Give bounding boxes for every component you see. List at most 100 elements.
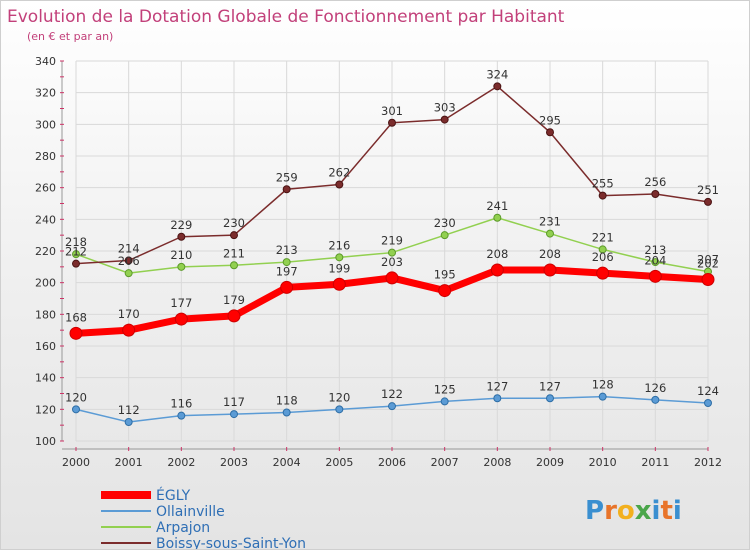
data-point <box>69 326 83 340</box>
series <box>69 82 715 426</box>
chart-title: Evolution de la Dotation Globale de Fonc… <box>7 7 565 27</box>
data-point <box>124 256 133 265</box>
data-point <box>177 411 186 420</box>
x-tick-label: 2003 <box>220 456 248 469</box>
data-label: 216 <box>328 238 350 252</box>
data-point <box>335 405 344 414</box>
data-label: 213 <box>644 243 666 257</box>
data-label: 118 <box>276 394 298 408</box>
data-label: 255 <box>592 177 614 191</box>
data-point <box>651 395 660 404</box>
brand-letter: o <box>617 496 635 526</box>
x-tick-label: 2001 <box>115 456 143 469</box>
data-point <box>651 190 660 198</box>
data-label: 212 <box>65 245 87 259</box>
data-label: 301 <box>381 104 403 118</box>
y-tick-label: 320 <box>35 87 56 100</box>
data-label: 127 <box>539 379 561 393</box>
data-point <box>332 277 346 291</box>
brand-letter: i <box>652 496 661 526</box>
data-point <box>704 399 712 407</box>
data-point <box>388 118 396 127</box>
data-label: 230 <box>223 216 245 230</box>
axes: 100 120 140 160 180 200 220 240 260 280 300 320 340 2… <box>35 55 722 469</box>
data-point <box>335 253 344 262</box>
data-label: 203 <box>381 255 403 269</box>
data-label: 295 <box>539 113 561 127</box>
data-point <box>651 258 660 267</box>
y-tick-label: 100 <box>35 435 56 448</box>
data-point <box>598 245 607 254</box>
data-label: 125 <box>434 382 456 396</box>
data-point <box>648 269 662 283</box>
data-point <box>440 231 449 240</box>
data-label: 259 <box>276 170 298 184</box>
y-tick-label: 160 <box>35 340 56 353</box>
y-tick-label: 260 <box>35 182 56 195</box>
x-tick-label: 2008 <box>483 456 511 469</box>
data-point <box>596 266 610 280</box>
data-point <box>440 397 449 406</box>
data-point <box>440 115 449 124</box>
data-label: 199 <box>328 261 350 275</box>
data-point <box>177 232 186 241</box>
data-label: 229 <box>170 218 192 232</box>
y-tick-label: 240 <box>35 213 56 226</box>
data-point <box>280 280 294 294</box>
data-label: 116 <box>170 397 192 411</box>
data-point <box>124 418 133 426</box>
data-point <box>598 392 607 401</box>
legend-item: Ollainville <box>101 504 225 520</box>
data-label: 241 <box>486 199 508 213</box>
data-label: 211 <box>223 246 245 260</box>
y-tick-label: 300 <box>35 118 56 131</box>
data-label: 206 <box>118 254 140 268</box>
data-label: 179 <box>223 293 245 307</box>
series--gly <box>69 263 715 340</box>
data-label: 214 <box>118 242 140 256</box>
data-point <box>493 82 502 91</box>
data-point <box>546 394 554 403</box>
legend-item: ÉGLY <box>101 487 191 504</box>
data-point <box>177 262 186 271</box>
data-label: 256 <box>644 175 666 189</box>
data-label: 120 <box>328 390 350 404</box>
data-point <box>124 269 133 278</box>
legend-label: Arpajon <box>156 520 210 536</box>
data-point <box>701 273 715 286</box>
data-point <box>122 323 136 337</box>
brand-letter: P <box>585 496 604 526</box>
data-label: 128 <box>592 378 614 392</box>
data-label: 208 <box>486 247 508 261</box>
data-label: 197 <box>276 264 298 278</box>
legend-swatch <box>101 491 151 499</box>
data-label: 210 <box>170 248 192 262</box>
data-label: 213 <box>276 243 298 257</box>
data-point <box>704 197 712 206</box>
y-tick-label: 200 <box>35 277 56 290</box>
data-label: 206 <box>592 250 614 264</box>
data-label: 324 <box>486 67 508 81</box>
data-point <box>282 185 291 194</box>
legend-label: Boissy-sous-Saint-Yon <box>156 536 306 549</box>
data-point <box>282 408 291 417</box>
data-label: 168 <box>65 310 87 324</box>
brand-letter: i <box>673 496 682 526</box>
data-label: 208 <box>539 247 561 261</box>
y-tick-label: 120 <box>35 403 56 416</box>
data-point <box>230 410 238 419</box>
data-point <box>174 312 188 326</box>
data-label: 122 <box>381 387 403 401</box>
data-point <box>598 191 607 200</box>
x-tick-label: 2009 <box>536 456 564 469</box>
data-label: 120 <box>65 390 87 404</box>
data-point <box>438 284 452 298</box>
data-label: 207 <box>697 253 719 267</box>
data-labels: 120 112 116 117 118 120 122 125 127 127 128 126 124 2… <box>65 67 719 417</box>
data-label: 218 <box>65 235 87 249</box>
data-label: 221 <box>592 230 614 244</box>
x-tick-label: 2006 <box>378 456 406 469</box>
brand-logo: Proxiti <box>585 496 682 526</box>
